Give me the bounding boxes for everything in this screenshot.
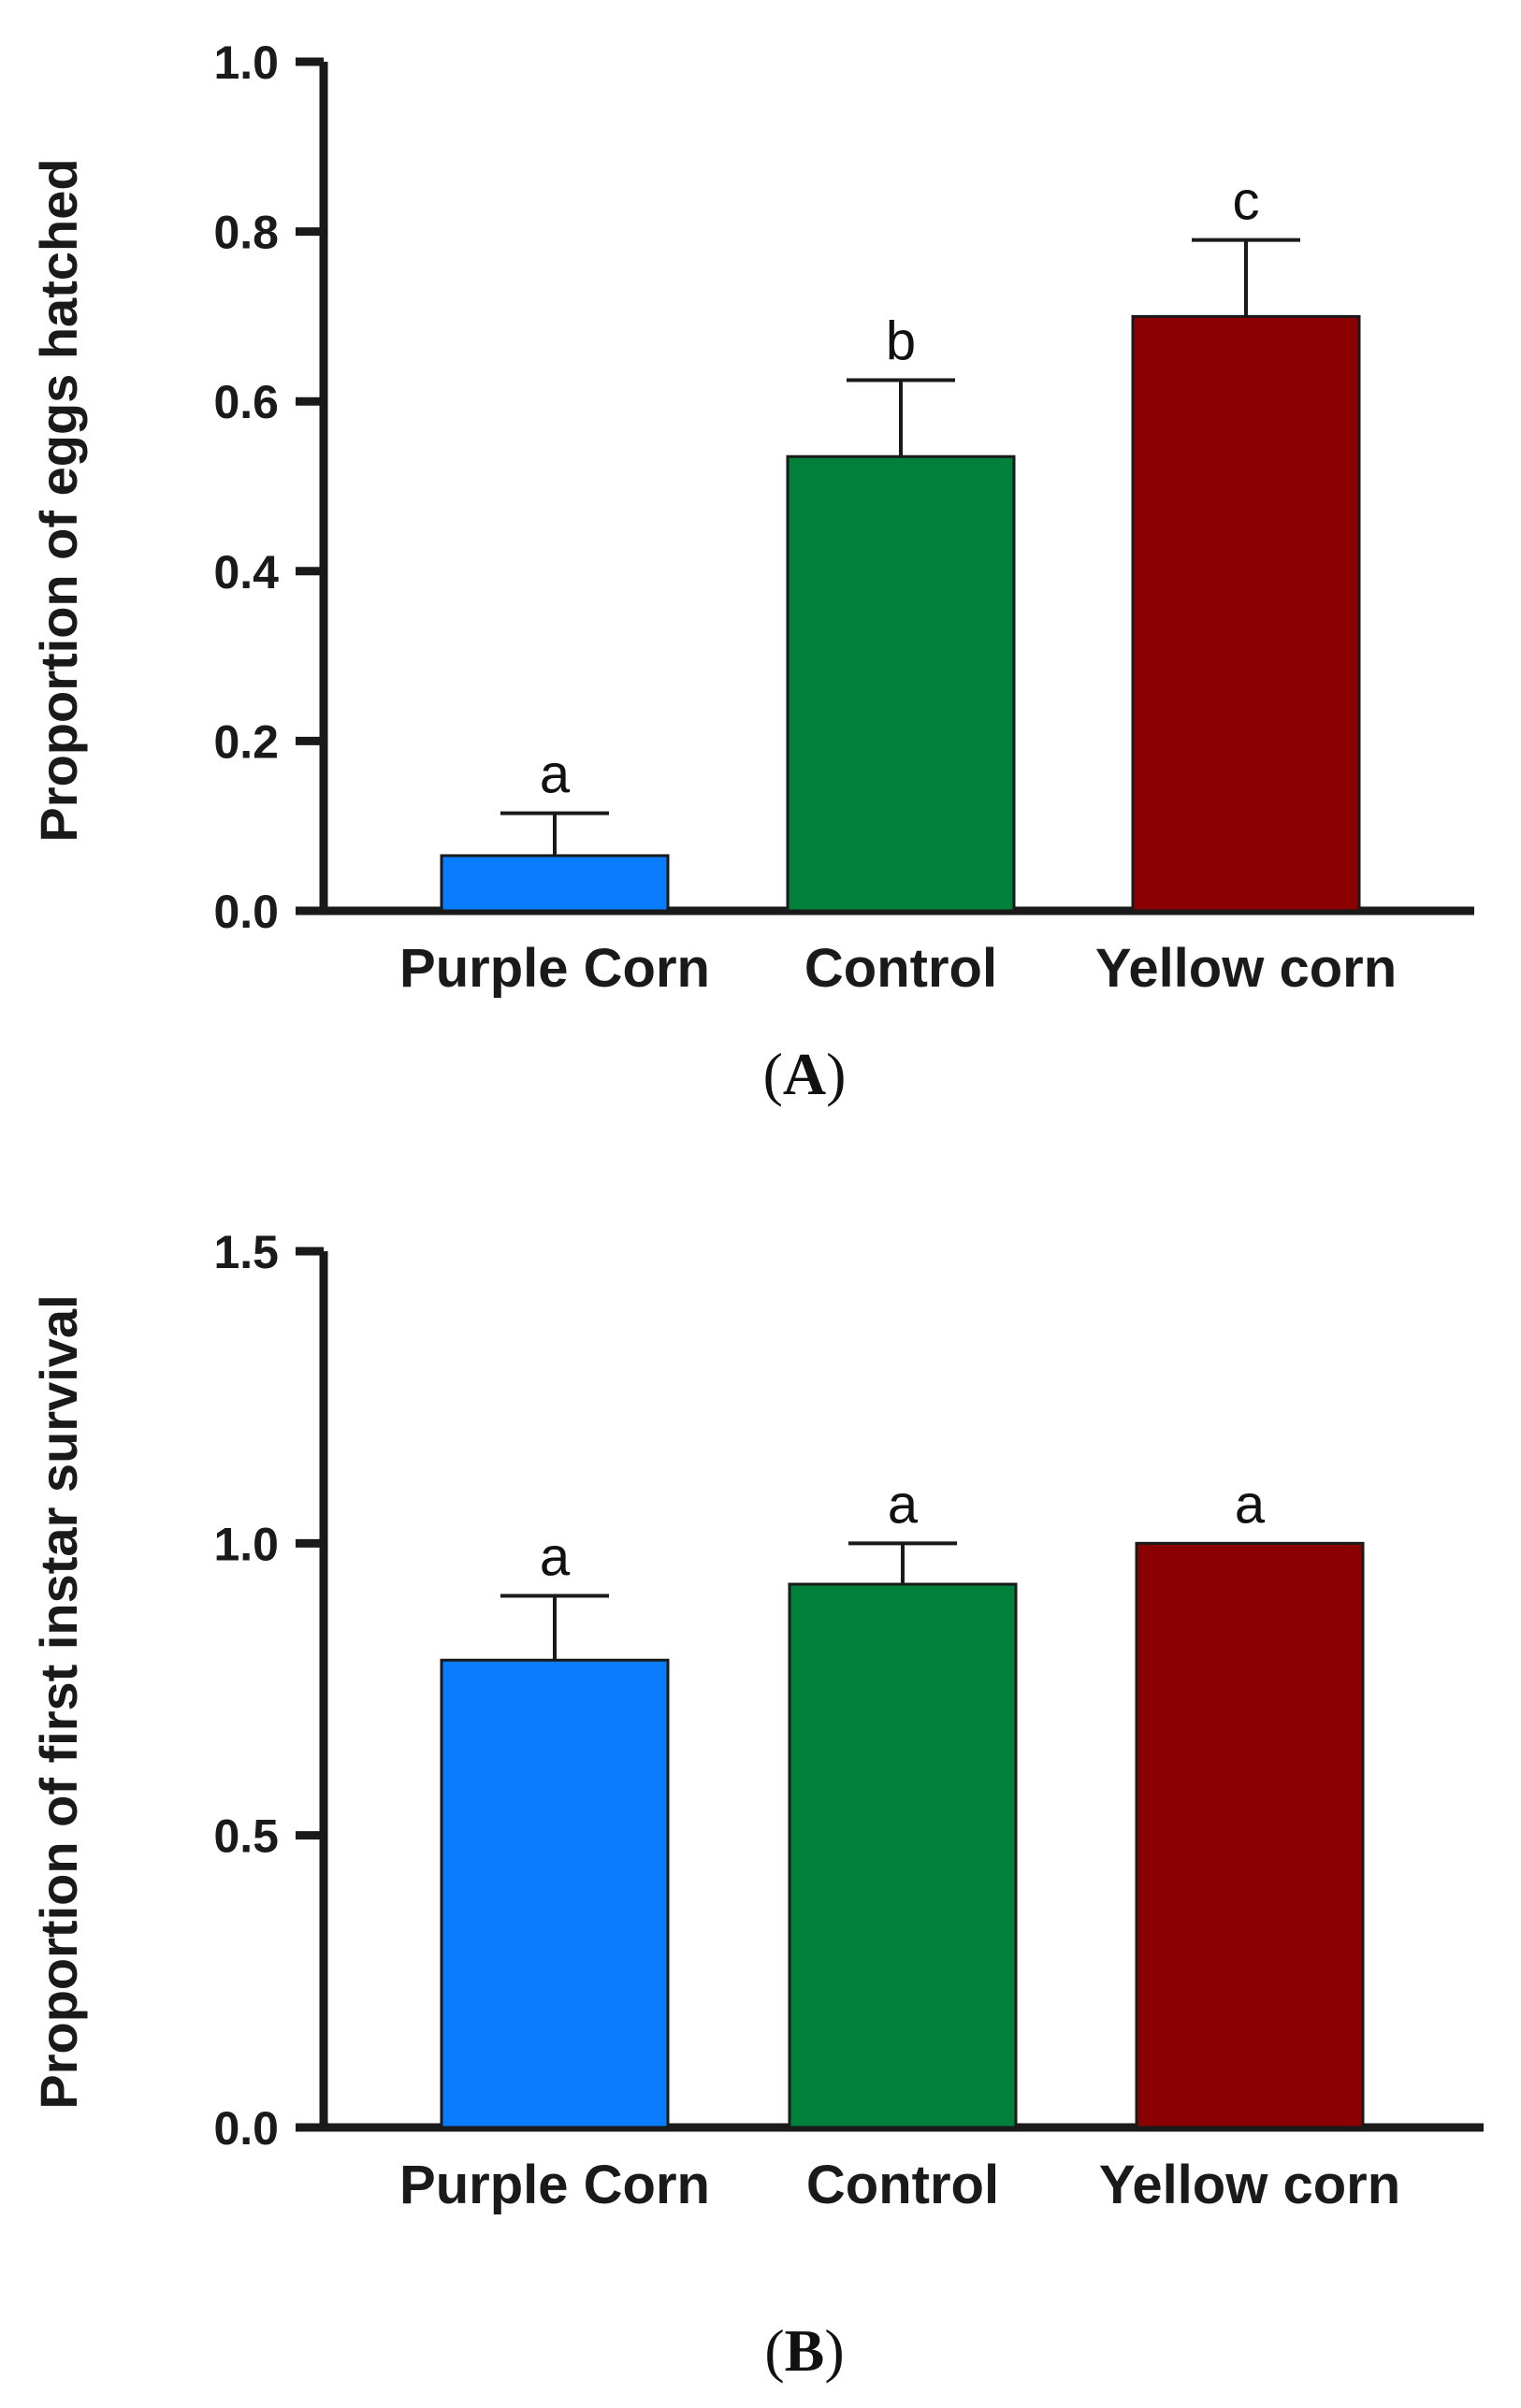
error-bars-a bbox=[500, 238, 1300, 856]
significance-labels-a: a b c bbox=[540, 171, 1260, 805]
y-tick-label: 0.0 bbox=[213, 886, 279, 938]
error-bars-b bbox=[500, 1541, 957, 1661]
bars-a bbox=[440, 314, 1361, 913]
y-tick-label: 1.0 bbox=[213, 36, 279, 89]
x-category-label: Purple Corn bbox=[399, 938, 710, 999]
chart-panel-b: Proportion of first instar survival 0.00… bbox=[29, 1226, 1484, 2215]
significance-labels-b: aa a bbox=[540, 1474, 1266, 1587]
y-axis-title-b: Proportion of first instar survival bbox=[29, 1294, 88, 2109]
significance-letter: c bbox=[1233, 171, 1260, 232]
significance-letter: b bbox=[886, 311, 916, 372]
panel-label-a: (A) bbox=[763, 1041, 847, 1107]
category-labels-b: Purple Corn Control Yellow corn bbox=[399, 2155, 1400, 2215]
y-tick-label: 1.0 bbox=[213, 1518, 279, 1570]
significance-letter: a bbox=[540, 744, 571, 805]
y-tick-label: 0.2 bbox=[213, 715, 279, 768]
panel-label-b: (B) bbox=[764, 2317, 844, 2384]
y-ticks-b: 0.0 0.5 1.0 1.5 bbox=[213, 1226, 324, 2155]
y-ticks-a: 0.0 0.2 0.4 0.6 0.8 1.0 bbox=[213, 36, 324, 938]
significance-letter: a bbox=[1235, 1474, 1266, 1535]
significance-letter: a bbox=[888, 1474, 919, 1535]
y-tick-label: 0.4 bbox=[213, 546, 279, 598]
x-category-label: Yellow corn bbox=[1099, 2155, 1400, 2215]
x-category-label: Control bbox=[804, 938, 997, 999]
bar-purple-corn bbox=[440, 1658, 670, 2129]
category-labels-a: Purple Corn Control Yellow corn bbox=[399, 938, 1397, 999]
x-category-label: Control bbox=[806, 2155, 999, 2215]
bar-purple-corn bbox=[440, 854, 670, 913]
bar-yellow-corn bbox=[1131, 314, 1361, 913]
bar-yellow-corn bbox=[1135, 1541, 1365, 2129]
bar-control bbox=[788, 1582, 1018, 2129]
bars-b bbox=[440, 1541, 1365, 2129]
y-tick-label: 0.5 bbox=[213, 1810, 279, 1863]
y-axis-title-a: Proportion of eggs hatched bbox=[29, 158, 88, 842]
chart-panel-a: Proportion of eggs hatched 0.00.20.40.60… bbox=[29, 36, 1474, 999]
x-category-label: Purple Corn bbox=[399, 2155, 710, 2215]
significance-letter: a bbox=[540, 1527, 571, 1588]
y-tick-label: 1.5 bbox=[213, 1226, 279, 1278]
y-tick-label: 0.6 bbox=[213, 376, 279, 428]
y-tick-label: 0.0 bbox=[213, 2102, 279, 2155]
x-category-label: Yellow corn bbox=[1095, 938, 1397, 999]
bar-control bbox=[786, 454, 1016, 913]
y-tick-label: 0.8 bbox=[213, 207, 279, 259]
